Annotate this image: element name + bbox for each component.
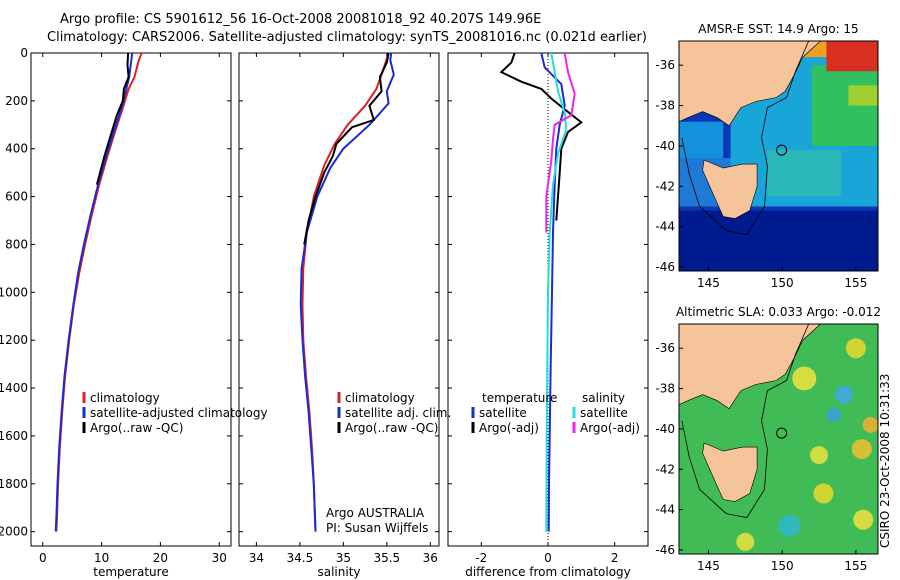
map-x-tick-label: 145 xyxy=(697,559,720,573)
y-tick-label: 0 xyxy=(20,46,28,60)
x-tick-label: 0 xyxy=(39,551,47,565)
x-axis-label: difference from climatology xyxy=(465,565,631,579)
series-line-satellite xyxy=(299,52,395,532)
map-x-tick-label: 150 xyxy=(771,276,794,290)
salinity-legend-label: climatology xyxy=(345,391,415,405)
land-mainland xyxy=(678,323,822,410)
x-tick-label: 30 xyxy=(212,551,227,565)
land-tasmania xyxy=(702,159,758,219)
x-tick-label: 36 xyxy=(423,551,438,565)
map-y-tick-label: -44 xyxy=(655,220,675,234)
map-x-tick-label: 155 xyxy=(844,276,867,290)
x-axis-label: salinity xyxy=(317,565,360,579)
map-y-tick-label: -40 xyxy=(655,139,675,153)
y-tick-label: 200 xyxy=(5,94,28,108)
series-line-salinity-argo xyxy=(545,52,576,233)
argo-position-marker xyxy=(776,427,788,439)
y-tick-label: 1200 xyxy=(0,333,28,347)
difference-legend-salinity-header: salinity xyxy=(582,391,625,405)
sst-patch-red xyxy=(826,41,878,72)
map-frame-sst-map xyxy=(678,40,879,272)
figure-title-line2: Climatology: CARS2006. Satellite-adjuste… xyxy=(47,30,647,45)
y-tick-label: 2000 xyxy=(0,525,28,539)
sla-anomaly-blob xyxy=(813,483,834,504)
sla-anomaly-blob xyxy=(792,366,817,391)
map-y-tick-label: -46 xyxy=(655,543,675,557)
map-y-tick-label: -46 xyxy=(655,260,675,274)
x-tick-label: 0 xyxy=(544,551,552,565)
sla-anomaly-blob xyxy=(845,338,866,359)
plot-frame-salinity-profile xyxy=(238,52,440,547)
land-tasmania xyxy=(702,442,758,502)
difference-legend-salinity-label: satellite xyxy=(580,406,628,420)
map-y-tick-label: -44 xyxy=(655,503,675,517)
bathymetry-contour xyxy=(681,323,810,519)
x-tick-label: 20 xyxy=(153,551,168,565)
temperature-legend-label: climatology xyxy=(90,391,160,405)
x-tick-label: 2 xyxy=(611,551,619,565)
sla-anomaly-blob xyxy=(851,439,872,460)
sst-patch-cyan xyxy=(767,149,842,197)
x-tick-label: 35 xyxy=(336,551,351,565)
figure-title-line1: Argo profile: CS 5901612_56 16-Oct-2008 … xyxy=(60,12,542,27)
difference-legend-temperature-label: Argo(-adj) xyxy=(479,421,539,435)
y-tick-label: 600 xyxy=(5,190,28,204)
series-line-argo xyxy=(95,52,130,185)
difference-legend-temperature-header: temperature xyxy=(482,391,557,405)
map-y-tick-label: -38 xyxy=(655,382,675,396)
series-line-salinity-satellite xyxy=(545,52,568,532)
sst-patch-yellow xyxy=(848,85,878,106)
sst-band-cold xyxy=(679,210,878,271)
sla-anomaly-blob xyxy=(736,532,755,551)
map-x-tick-label: 150 xyxy=(771,559,794,573)
difference-legend-temperature-label: satellite xyxy=(479,406,527,420)
map-y-tick-label: -36 xyxy=(655,58,675,72)
y-tick-label: 1600 xyxy=(0,429,28,443)
map-y-tick-label: -40 xyxy=(655,422,675,436)
land-mainland xyxy=(678,40,822,127)
annotation-float-owner: Argo AUSTRALIA xyxy=(326,506,425,520)
annotation-principal-investigator: PI: Susan Wijffels xyxy=(326,521,428,535)
map-y-tick-label: -42 xyxy=(655,462,675,476)
y-tick-label: 800 xyxy=(5,237,28,251)
y-tick-label: 1800 xyxy=(0,477,28,491)
temperature-legend-label: Argo(..raw -QC) xyxy=(90,421,183,435)
sla-anomaly-blob xyxy=(835,385,854,404)
sla-anomaly-blob xyxy=(778,514,801,537)
x-tick-label: 10 xyxy=(94,551,109,565)
map-x-tick-label: 155 xyxy=(844,559,867,573)
salinity-legend-label: satellite adj. clim. xyxy=(345,406,451,420)
y-tick-label: 1400 xyxy=(0,381,28,395)
sla-anomaly-blob xyxy=(810,446,829,465)
y-tick-label: 1000 xyxy=(0,285,28,299)
map-y-tick-label: -36 xyxy=(655,341,675,355)
map-x-tick-label: 145 xyxy=(697,276,720,290)
plot-frame-temperature-profile xyxy=(30,52,232,547)
difference-legend-salinity-label: Argo(-adj) xyxy=(580,421,640,435)
sla-anomaly-blob xyxy=(862,416,879,433)
y-tick-label: 400 xyxy=(5,142,28,156)
map-y-tick-label: -42 xyxy=(655,179,675,193)
x-axis-label: temperature xyxy=(93,565,168,579)
sla-anomaly-blob xyxy=(826,407,841,422)
map-title-sla-map: Altimetric SLA: 0.033 Argo: -0.012 xyxy=(676,305,881,319)
x-tick-label: -2 xyxy=(475,551,487,565)
series-line-satellite xyxy=(54,52,134,532)
x-tick-label: 35.5 xyxy=(373,551,400,565)
map-frame-sla-map xyxy=(678,323,879,555)
sst-strait xyxy=(679,121,724,159)
x-tick-label: 34 xyxy=(249,551,264,565)
series-line-argo xyxy=(303,52,390,245)
x-tick-label: 34.5 xyxy=(287,551,314,565)
map-y-tick-label: -38 xyxy=(655,99,675,113)
series-line-temperature-satellite xyxy=(540,52,566,532)
argo-position-marker xyxy=(776,144,788,156)
map-title-sst-map: AMSR-E SST: 14.9 Argo: 15 xyxy=(698,22,858,36)
bathymetry-contour xyxy=(681,40,810,236)
salinity-legend-label: Argo(..raw -QC) xyxy=(345,421,438,435)
temperature-legend-label: satellite-adjusted climatology xyxy=(90,406,268,420)
sla-anomaly-blob xyxy=(853,509,874,530)
